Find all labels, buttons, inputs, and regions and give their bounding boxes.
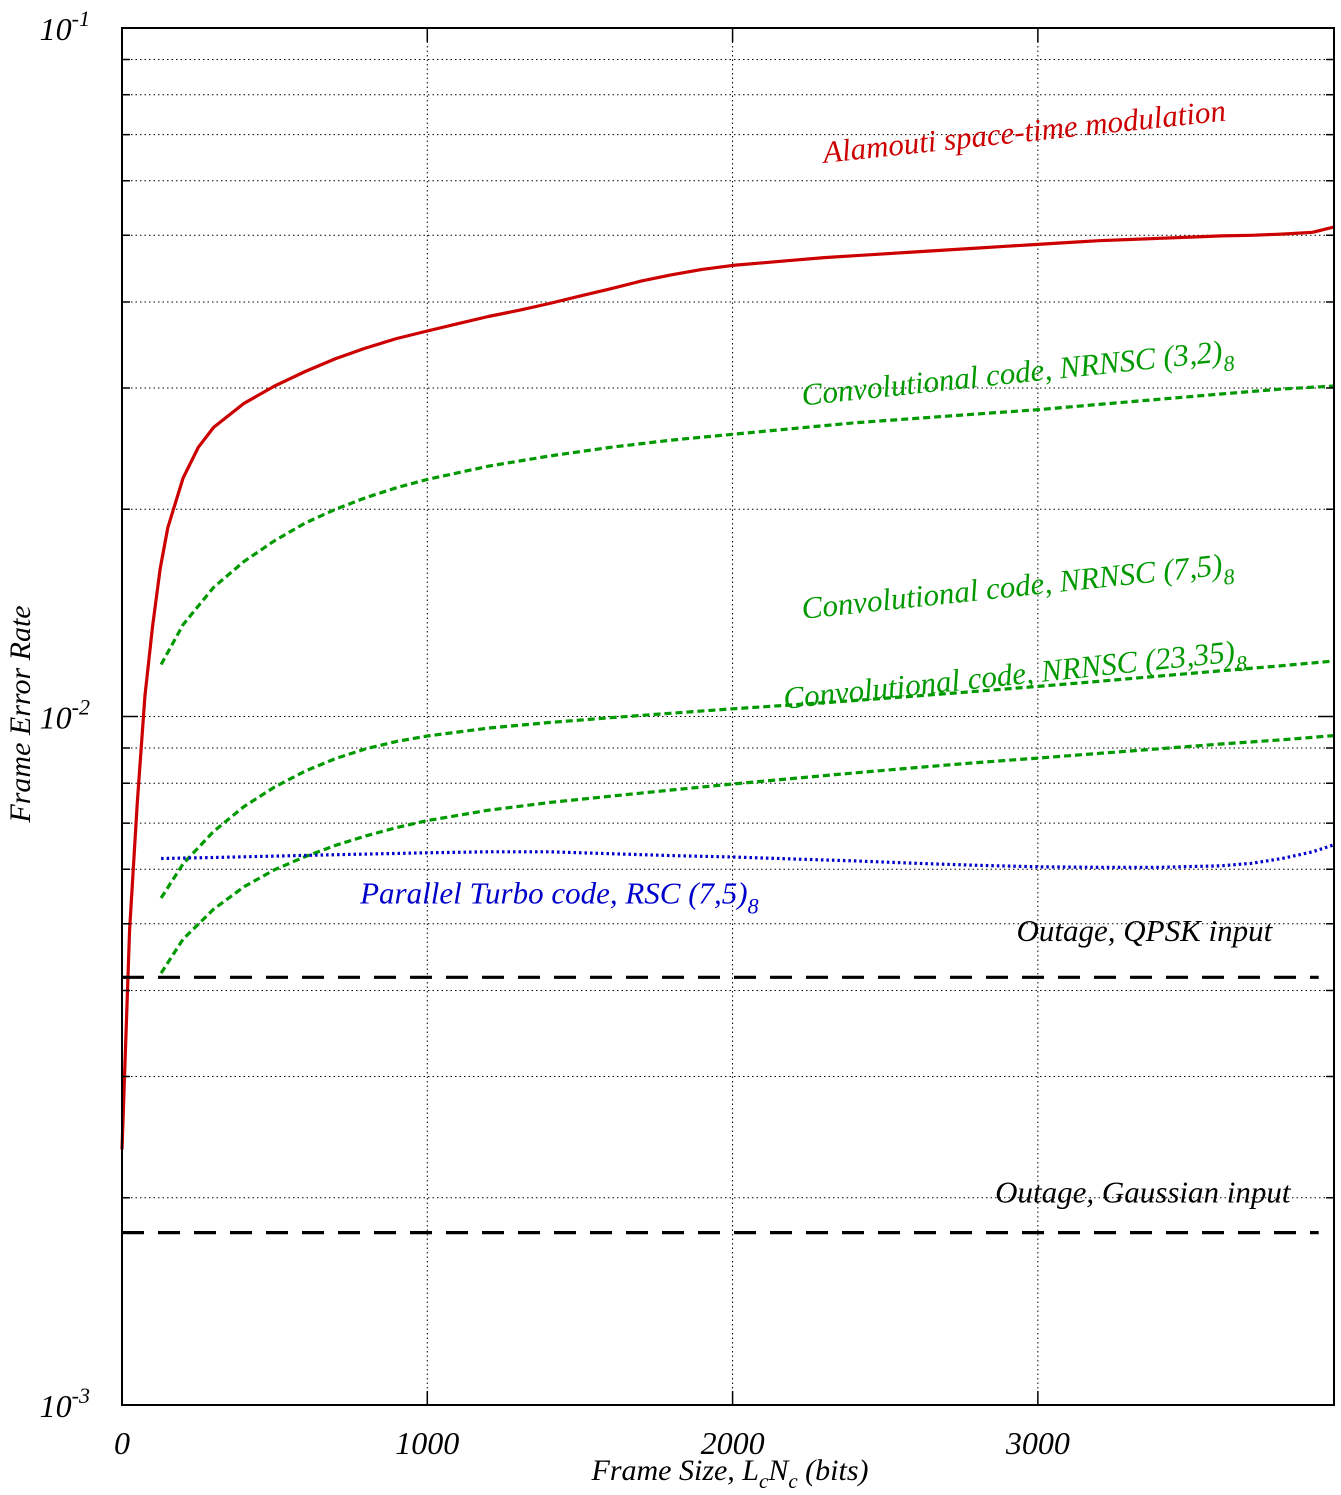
x-axis-title: Frame Size, LcNc (bits) <box>591 1454 869 1493</box>
series-label-text: Parallel Turbo code, RSC (7,5) <box>359 876 747 911</box>
series-line-1 <box>120 225 1335 1150</box>
series-label-6: Outage, QPSK input <box>1016 913 1273 948</box>
x-axis-title-text: Frame Size, L <box>591 1454 760 1487</box>
y-tick-exponent: -1 <box>72 6 90 31</box>
tick-labels: 0 1000 2000 3000 10-3 10-2 10-1 <box>40 6 1070 1461</box>
series-label-text: Alamouti space-time modulation <box>819 93 1227 170</box>
x-axis-title-subscript: c <box>788 1469 798 1493</box>
curve-labels: Alamouti space-time modulation Convolutio… <box>359 93 1292 1210</box>
series-label-3: Convolutional code, NRNSC (7,5)8 <box>800 546 1236 634</box>
series-label-7: Outage, Gaussian input <box>995 1174 1292 1209</box>
series-label-text: Outage, Gaussian input <box>995 1174 1292 1209</box>
y-tick-exponent: -3 <box>72 1383 90 1408</box>
series-line-4 <box>159 734 1335 974</box>
x-tick-label: 2000 <box>701 1425 765 1461</box>
series-label-4: Convolutional code, NRNSC (23,35)8 <box>782 632 1249 723</box>
series-line-2 <box>159 384 1335 666</box>
x-tick-label: 1000 <box>395 1425 459 1461</box>
series-layer <box>120 225 1335 1235</box>
series-label-text: Convolutional code, NRNSC (7,5) <box>800 547 1224 626</box>
x-tick-label: 3000 <box>1005 1425 1070 1461</box>
series-label-text: Convolutional code, NRNSC (23,35) <box>782 634 1237 716</box>
series-label-1: Alamouti space-time modulation <box>819 93 1227 170</box>
series-label-subscript: 8 <box>748 894 759 919</box>
series-line-3 <box>159 659 1335 899</box>
y-tick-label: 10-1 <box>40 6 90 47</box>
x-axis-title-text: N <box>767 1454 790 1487</box>
x-axis-title-text: (bits) <box>798 1454 869 1487</box>
series-label-subscript: 8 <box>1222 350 1236 376</box>
y-tick-exponent: -2 <box>72 695 90 720</box>
y-axis-title: Frame Error Rate <box>4 605 37 823</box>
y-tick-label: 10-3 <box>40 1383 90 1424</box>
x-axis-title-subscript: c <box>759 1469 769 1493</box>
series-label-5: Parallel Turbo code, RSC (7,5)8 <box>359 876 758 919</box>
series-label-subscript: 8 <box>1235 650 1249 676</box>
series-label-text: Outage, QPSK input <box>1016 913 1273 948</box>
grid <box>122 28 1334 1405</box>
series-label-subscript: 8 <box>1222 564 1236 590</box>
y-tick-label: 10-2 <box>40 695 90 736</box>
series-label-2: Convolutional code, NRNSC (3,2)8 <box>800 332 1236 420</box>
x-tick-label: 0 <box>114 1425 130 1461</box>
plot-frame <box>121 27 1335 1406</box>
series-line-5 <box>161 843 1335 869</box>
